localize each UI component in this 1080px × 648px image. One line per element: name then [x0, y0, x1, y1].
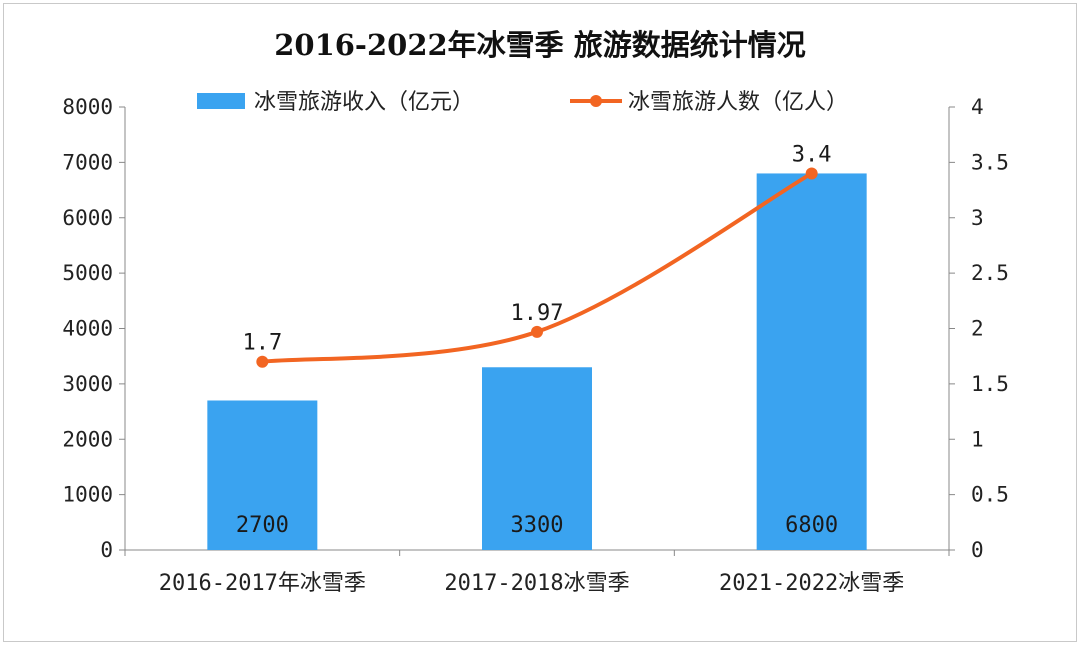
left-tick-label: 1000 [62, 483, 113, 507]
line-point [531, 325, 543, 338]
left-tick-label: 0 [100, 538, 113, 562]
left-tick-label: 4000 [62, 317, 113, 341]
legend-line-marker [590, 95, 602, 107]
chart-frame: 2016-2022年冰雪季 旅游数据统计情况 0 1000 2000 3000 4000… [3, 3, 1077, 642]
legend-bar-swatch [197, 93, 245, 109]
right-tick-label: 0 [971, 538, 984, 562]
bar-data-label: 2700 [236, 513, 289, 538]
chart-title: 2016-2022年冰雪季 旅游数据统计情况 [274, 28, 806, 62]
legend-line-label: 冰雪旅游人数（亿人） [628, 90, 848, 115]
x-tick-label: 2021-2022冰雪季 [719, 571, 904, 596]
left-tick-label: 6000 [62, 206, 113, 230]
right-tick-label: 1 [971, 427, 984, 451]
line-point [256, 355, 269, 368]
legend-bar-label: 冰雪旅游收入（亿元） [254, 90, 474, 115]
bar [207, 400, 318, 550]
right-tick-label: 2.5 [971, 261, 1009, 285]
right-tick-label: 3 [971, 206, 984, 230]
line-point [805, 167, 818, 180]
right-tick-label: 4 [971, 95, 984, 119]
right-tick-label: 1.5 [971, 372, 1009, 396]
x-tick-label: 2017-2018冰雪季 [444, 571, 629, 596]
bar-data-label: 6800 [785, 513, 838, 538]
x-tick-label: 2016-2017年冰雪季 [159, 571, 366, 596]
line-data-label: 1.7 [242, 331, 282, 356]
left-tick-label: 8000 [62, 95, 113, 119]
right-tick-label: 0.5 [971, 483, 1009, 507]
right-tick-label: 3.5 [971, 150, 1009, 174]
line-data-label: 3.4 [792, 142, 832, 167]
line-data-label: 1.97 [511, 301, 564, 326]
bar [482, 367, 592, 550]
right-tick-label: 2 [971, 317, 984, 341]
left-tick-label: 7000 [62, 150, 113, 174]
bar [756, 173, 867, 550]
left-tick-label: 5000 [62, 261, 113, 285]
left-tick-label: 2000 [62, 427, 113, 451]
left-tick-label: 3000 [62, 372, 113, 396]
bar-data-label: 3300 [511, 513, 564, 538]
chart-svg: 0 1000 2000 3000 4000 5000 6000 7000 8000 0 0.5 1 1.… [62, 90, 1009, 596]
